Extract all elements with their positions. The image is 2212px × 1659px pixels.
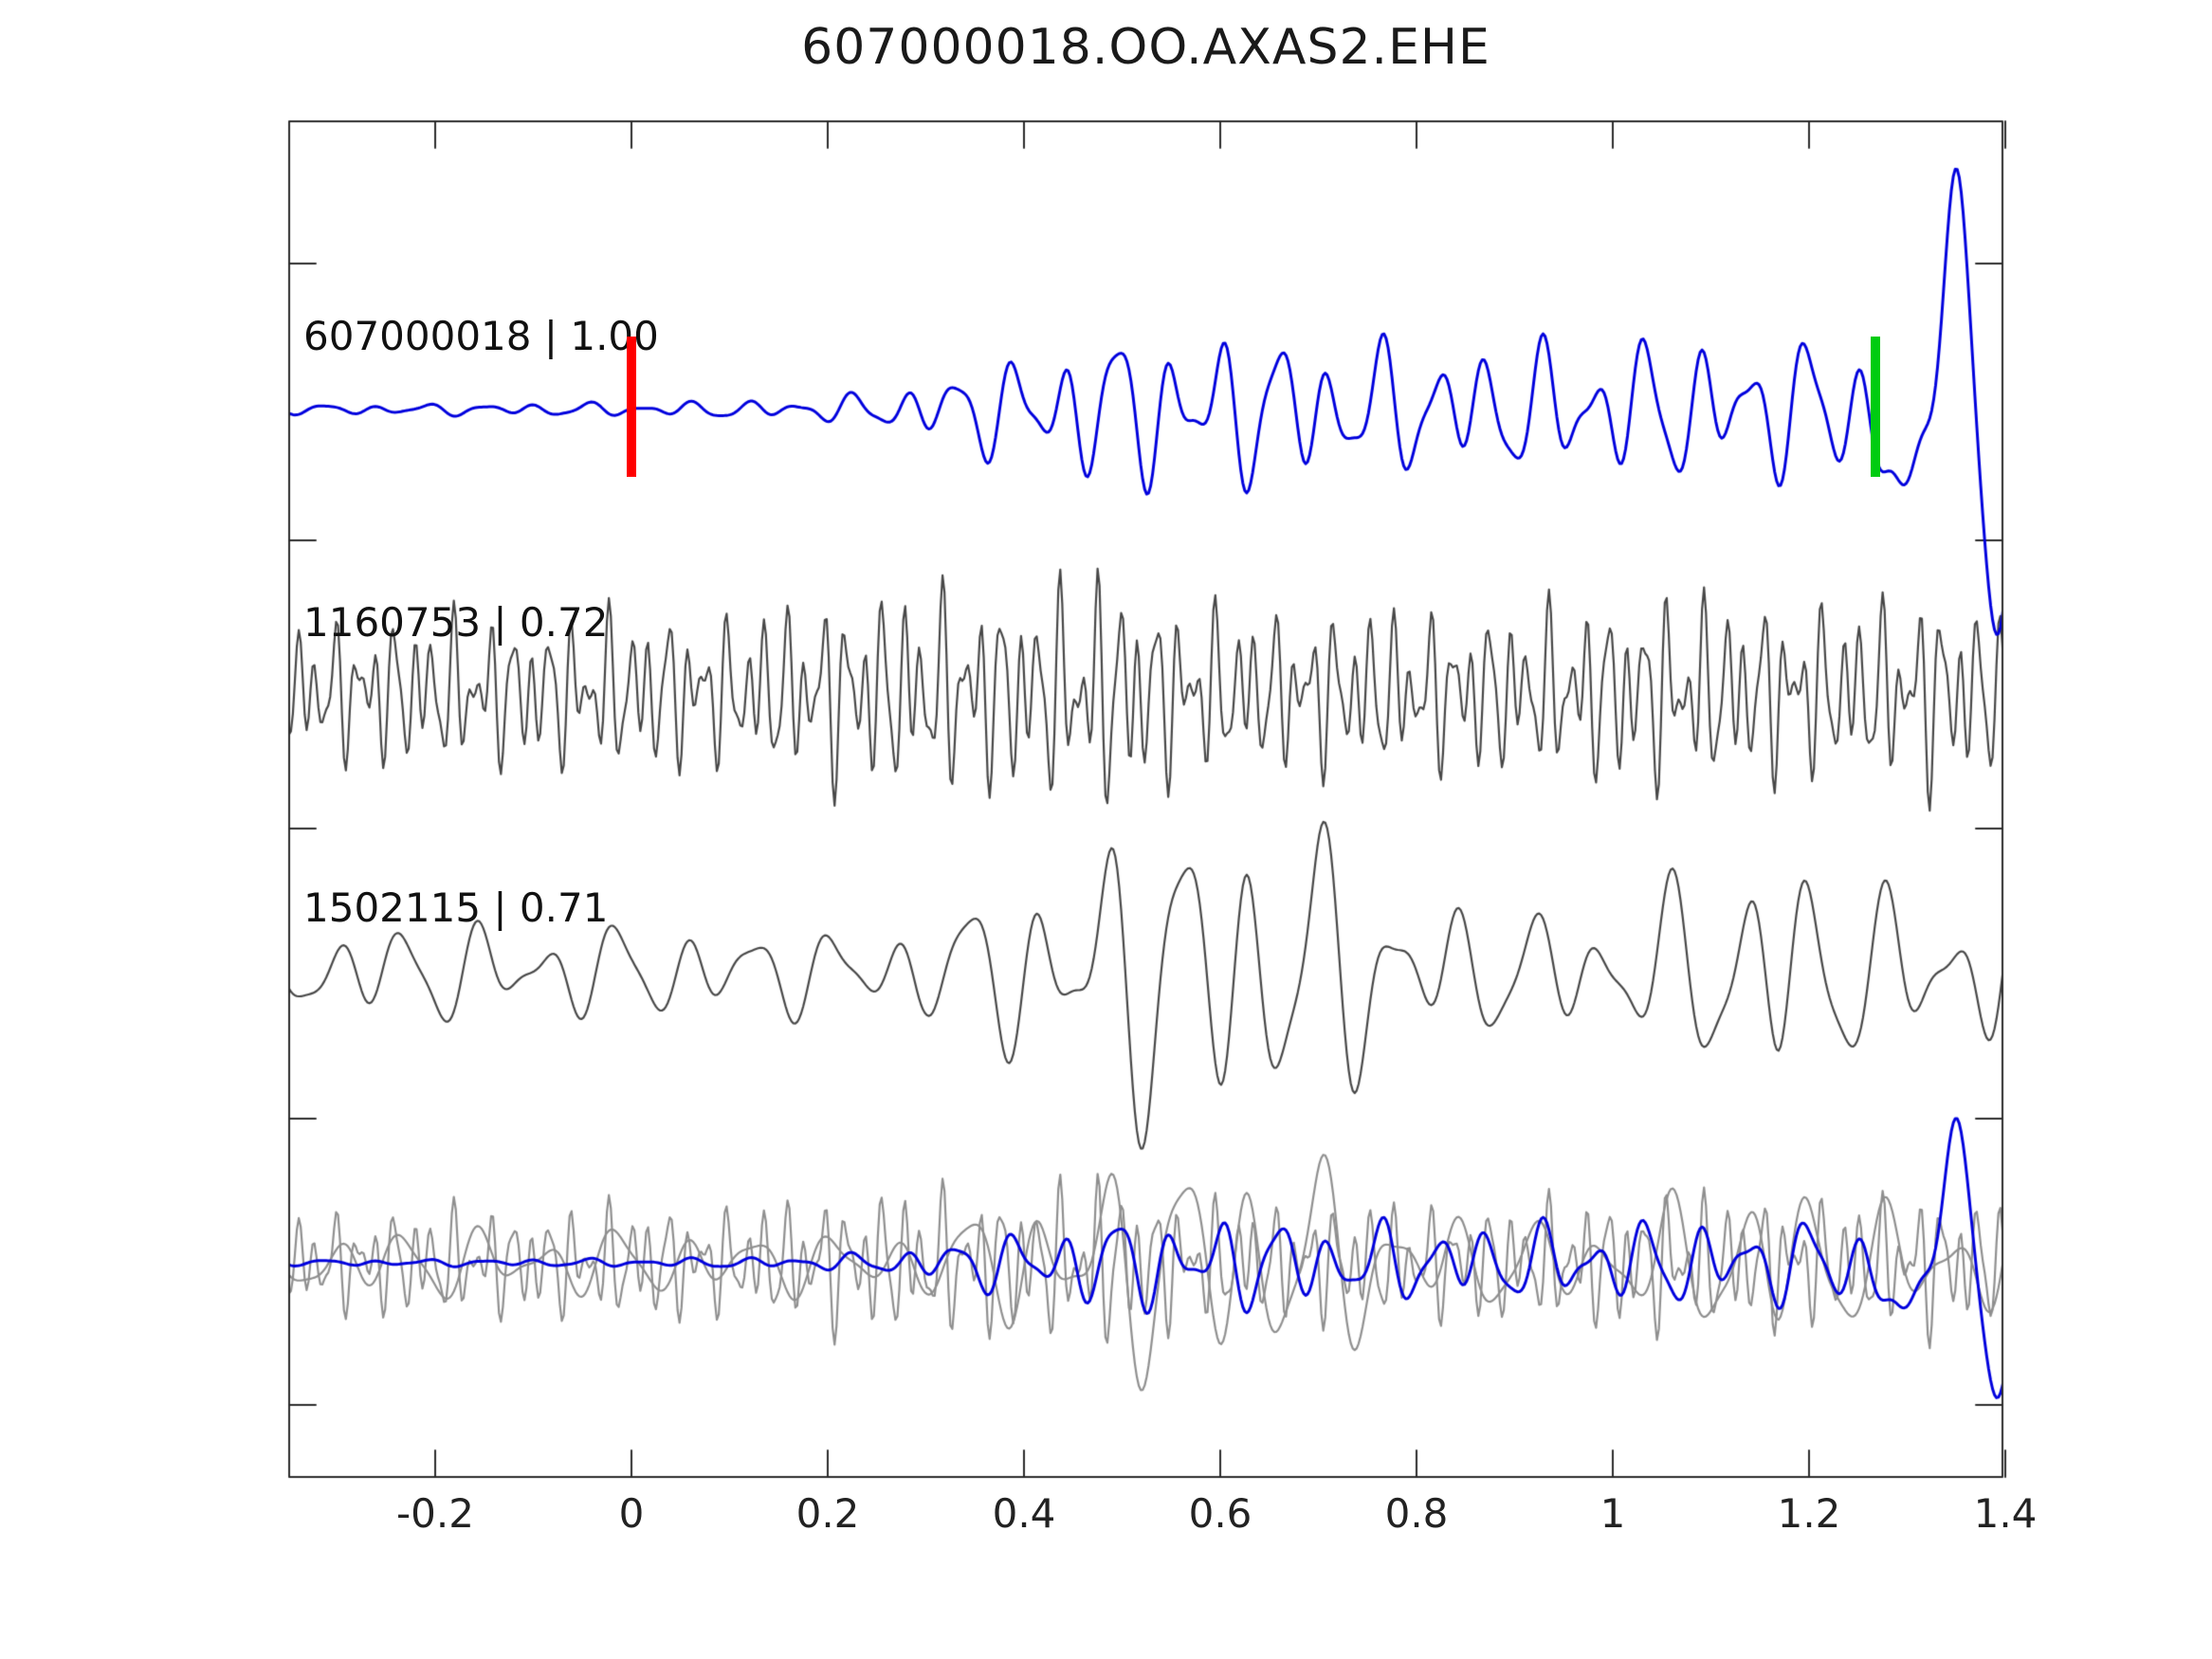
x-tick-label: 0.4: [992, 1490, 1056, 1537]
x-tick-label: 1.4: [1973, 1490, 2038, 1537]
red-pick-marker: [627, 337, 636, 477]
x-tick-label: 0.6: [1188, 1490, 1252, 1537]
x-tick-label: 1.2: [1777, 1490, 1841, 1537]
x-tick-label: 0.8: [1384, 1490, 1449, 1537]
trace-label-template-2: 1502115 | 0.71: [303, 884, 609, 931]
x-tick-label: 0: [618, 1490, 645, 1537]
figure-title: 607000018.OO.AXAS2.EHE: [801, 19, 1490, 76]
green-pick-marker: [1871, 337, 1881, 477]
x-tick-label: -0.2: [396, 1490, 474, 1537]
x-tick-label: 0.2: [795, 1490, 860, 1537]
x-tick-label: 1: [1600, 1490, 1626, 1537]
trace-label-template-1: 1160753 | 0.72: [303, 599, 609, 646]
trace-label-detection: 607000018 | 1.00: [303, 313, 659, 359]
